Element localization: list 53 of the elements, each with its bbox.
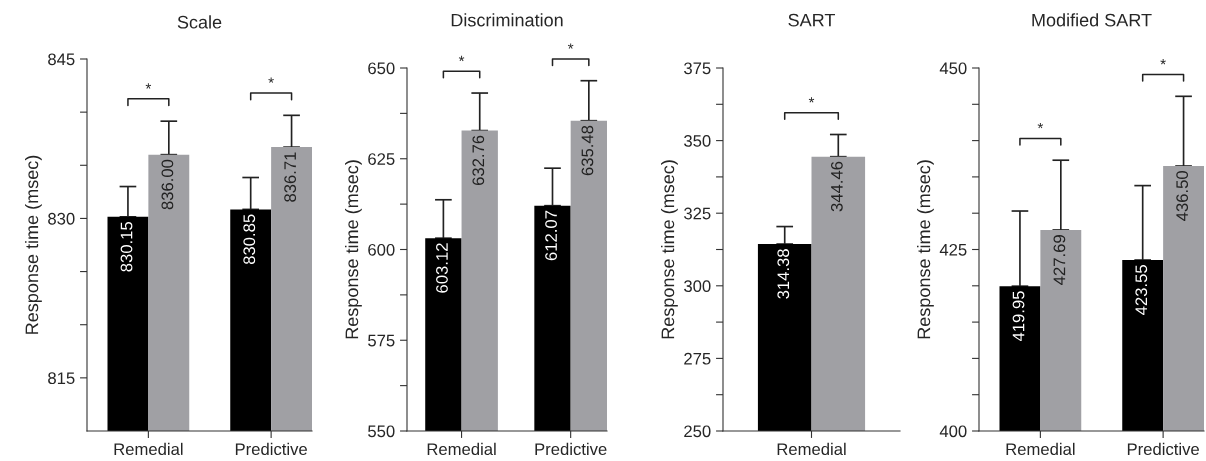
data-label: 427.69	[1053, 235, 1066, 285]
text: *	[567, 43, 574, 49]
y-axis-title: Response time (msec)	[661, 160, 678, 339]
annotation: *	[268, 77, 274, 83]
data-label: 830.15	[120, 221, 133, 272]
y-axis-title: Response time (msec)	[345, 160, 362, 339]
annotation: *	[808, 97, 815, 103]
y-tick-label: 575	[368, 334, 395, 347]
x-tick-label: Predictive	[535, 442, 607, 456]
y-axis-title: Response time (msec)	[25, 155, 42, 334]
x-tick-label: Remedial	[777, 442, 846, 456]
x-tick-label: Predictive	[235, 442, 307, 456]
y-tick-label: 450	[939, 62, 967, 75]
y-tick-label: 300	[684, 280, 711, 292]
data-label: 344.46	[830, 161, 843, 212]
y-tick-label: 275	[684, 352, 711, 365]
annotation: *	[145, 83, 152, 89]
data-label: 635.48	[581, 125, 594, 176]
chart-title: SART	[788, 13, 836, 27]
data-label: 436.50	[1176, 171, 1189, 221]
y-tick-label: 250	[684, 425, 711, 438]
x-tick-label: Predictive	[1127, 442, 1199, 456]
data-label: 632.76	[472, 135, 485, 186]
y-tick-label: 325	[684, 207, 711, 220]
y-tick-label: 845	[48, 53, 75, 66]
y-tick-label: 425	[939, 243, 967, 256]
y-tick-label: 550	[368, 425, 395, 438]
chart-title: Scale	[177, 15, 222, 29]
x-tick-label: Remedial	[114, 442, 183, 456]
data-label: 612.07	[545, 210, 557, 261]
y-tick-label: 650	[368, 62, 395, 75]
y-tick-label: 375	[684, 62, 711, 75]
chart-title: Discrimination	[451, 13, 563, 27]
text: *	[1160, 59, 1166, 65]
y-tick-label: 815	[48, 372, 75, 385]
data-label: 836.00	[161, 159, 174, 210]
data-label: 423.55	[1135, 265, 1148, 315]
data-label: 603.12	[436, 243, 448, 293]
annotation: *	[1037, 122, 1044, 129]
data-label: 314.38	[777, 249, 790, 299]
y-tick-label: 400	[939, 425, 967, 438]
data-label: 419.95	[1012, 291, 1025, 342]
x-tick-label: Remedial	[1006, 442, 1075, 456]
x-tick-label: Remedial	[427, 442, 496, 456]
data-label: 830.85	[243, 214, 256, 265]
y-tick-label: 350	[684, 135, 711, 147]
y-tick-label: 625	[368, 153, 395, 165]
chart-title: Modified SART	[1032, 13, 1152, 27]
data-label: 836.71	[284, 152, 297, 202]
y-axis-title: Response time (msec)	[917, 160, 934, 339]
y-tick-label: 830	[48, 212, 75, 225]
y-tick-label: 600	[368, 243, 395, 256]
text: *	[458, 55, 465, 62]
